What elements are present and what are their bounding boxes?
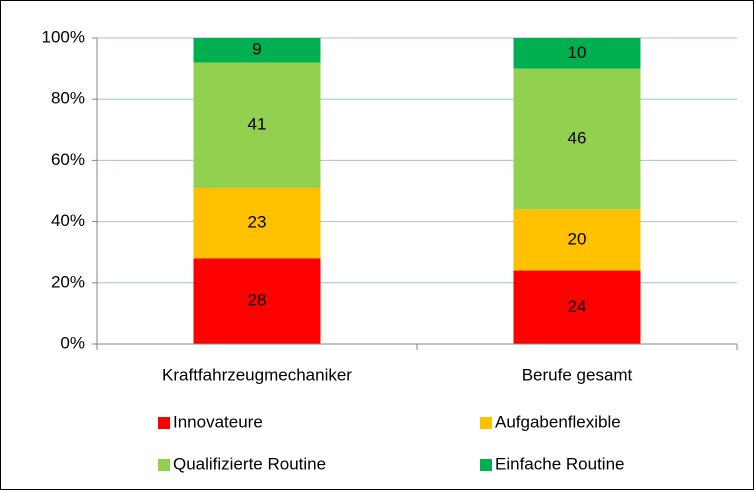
bars bbox=[193, 38, 641, 344]
data-label: 20 bbox=[568, 229, 587, 248]
data-label: 10 bbox=[568, 43, 587, 62]
data-label: 41 bbox=[248, 115, 267, 134]
y-tick-label: 80% bbox=[51, 89, 85, 108]
legend-swatch bbox=[158, 459, 170, 471]
y-tick-label: 20% bbox=[51, 272, 85, 291]
data-label: 28 bbox=[248, 291, 267, 310]
y-tick-label: 0% bbox=[60, 333, 85, 352]
data-label: 23 bbox=[248, 213, 267, 232]
legend-swatch bbox=[480, 417, 492, 429]
bar-segment bbox=[193, 62, 321, 188]
y-tick-label: 40% bbox=[51, 211, 85, 230]
bar-segment bbox=[513, 209, 641, 271]
legend-label: Aufgabenflexible bbox=[495, 412, 621, 431]
data-label: 24 bbox=[568, 297, 587, 316]
bar-segment bbox=[513, 68, 641, 210]
data-label: 46 bbox=[568, 128, 587, 147]
bar-segment bbox=[193, 258, 321, 344]
legend-label: Innovateure bbox=[173, 412, 263, 431]
legend-swatch bbox=[480, 459, 492, 471]
x-tick-label: Berufe gesamt bbox=[522, 365, 633, 384]
bar-segment bbox=[513, 38, 641, 69]
bar-segment bbox=[193, 187, 321, 259]
data-label: 9 bbox=[252, 40, 261, 59]
legend-swatch bbox=[158, 417, 170, 429]
bar-segment bbox=[513, 270, 641, 344]
y-tick-label: 60% bbox=[51, 150, 85, 169]
legend-label: Einfache Routine bbox=[495, 454, 624, 473]
labels: 0% 20% 40% 60% 80% 100% Kraftfahrzeugmechanike… bbox=[42, 27, 738, 473]
legend-label: Qualifizierte Routine bbox=[173, 454, 326, 473]
y-tick-label: 100% bbox=[42, 27, 85, 46]
bar-segment bbox=[193, 38, 321, 63]
x-tick-label: Kraftfahrzeugmechaniker bbox=[162, 365, 352, 384]
